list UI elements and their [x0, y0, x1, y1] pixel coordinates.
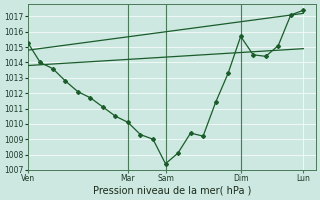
X-axis label: Pression niveau de la mer( hPa ): Pression niveau de la mer( hPa ): [92, 186, 251, 196]
